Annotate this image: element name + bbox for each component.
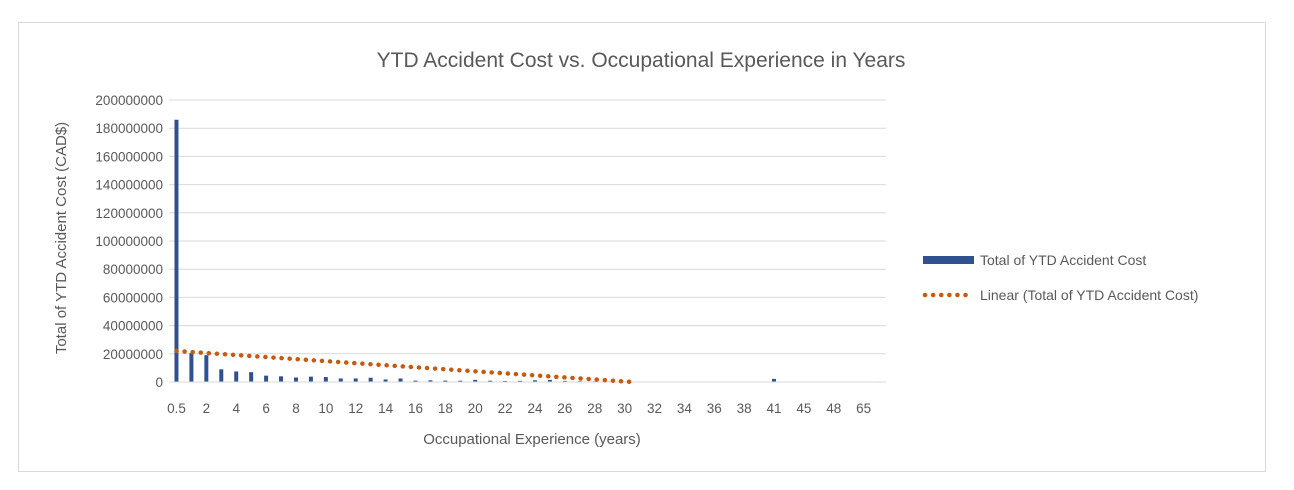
y-tick-label: 60000000: [103, 290, 163, 305]
bar: [279, 376, 284, 382]
x-tick-label: 36: [707, 401, 722, 416]
bar: [249, 372, 254, 382]
y-tick-label: 140000000: [95, 178, 163, 193]
legend-bar-label: Total of YTD Accident Cost: [980, 252, 1146, 268]
x-tick-label: 12: [348, 401, 363, 416]
x-tick-label: 41: [766, 401, 781, 416]
y-tick-label: 20000000: [103, 347, 163, 362]
legend: Total of YTD Accident Cost Linear (Total…: [922, 252, 1198, 303]
x-tick-label: 10: [318, 401, 333, 416]
y-axis-title: Total of YTD Accident Cost (CAD$): [53, 122, 70, 354]
bar: [413, 380, 418, 382]
x-tick-label: 8: [292, 401, 300, 416]
x-tick-label: 65: [856, 401, 871, 416]
y-tick-label: 200000000: [95, 93, 163, 108]
x-tick-label: 38: [737, 401, 752, 416]
bar: [189, 353, 194, 382]
x-tick-label: 26: [557, 401, 572, 416]
bar: [353, 378, 358, 382]
y-tick-label: 0: [155, 375, 163, 390]
bar: [473, 379, 478, 382]
bar: [174, 119, 179, 383]
x-tick-label: 0.5: [167, 401, 186, 416]
x-tick-label: 28: [587, 401, 602, 416]
bar: [264, 375, 269, 382]
y-tick-label: 100000000: [95, 234, 163, 249]
x-tick-label: 6: [262, 401, 270, 416]
x-tick-label: 45: [796, 401, 811, 416]
x-tick-label: 48: [826, 401, 841, 416]
bar: [488, 380, 493, 382]
x-tick-label: 14: [378, 401, 394, 416]
bar: [443, 380, 448, 382]
chart-svg: YTD Accident Cost vs. Occupational Exper…: [53, 49, 1198, 448]
x-tick-label: 4: [232, 401, 240, 416]
gridlines: [169, 99, 886, 355]
legend-bar-swatch: [923, 256, 974, 264]
trendline-layer: [174, 348, 635, 385]
bar: [383, 379, 388, 382]
bar: [234, 371, 239, 382]
bar: [547, 379, 552, 382]
bar: [338, 378, 343, 382]
x-tick-label: 34: [677, 401, 693, 416]
y-axis-ticks: 0 20000000 40000000 60000000 80000000 1000000…: [95, 93, 163, 390]
x-tick-label: 2: [203, 401, 211, 416]
bar: [771, 378, 776, 382]
x-tick-label: 30: [617, 401, 632, 416]
bar: [293, 377, 298, 382]
x-tick-label: 32: [647, 401, 662, 416]
x-tick-label: 18: [438, 401, 453, 416]
x-tick-label: 24: [527, 401, 543, 416]
trendline: [174, 348, 635, 385]
bar: [323, 377, 328, 382]
bar: [458, 380, 463, 382]
x-tick-label: 22: [498, 401, 513, 416]
bar: [368, 377, 373, 382]
y-tick-label: 80000000: [103, 262, 163, 277]
bar: [219, 369, 224, 382]
bar: [308, 376, 313, 382]
bar: [204, 355, 209, 382]
x-tick-label: 16: [408, 401, 423, 416]
y-tick-label: 160000000: [95, 149, 163, 164]
x-tick-label: 20: [468, 401, 483, 416]
bar: [532, 380, 537, 382]
y-tick-label: 120000000: [95, 206, 163, 221]
legend-trendline-label: Linear (Total of YTD Accident Cost): [980, 287, 1198, 303]
y-tick-label: 40000000: [103, 319, 163, 334]
bar: [518, 380, 523, 382]
chart-title: YTD Accident Cost vs. Occupational Exper…: [377, 49, 906, 72]
y-tick-label: 180000000: [95, 121, 163, 136]
bar: [398, 378, 403, 382]
x-axis-title: Occupational Experience (years): [423, 431, 641, 448]
x-axis-ticks: 0.5 2 4 6 8 10 12 14 16 18 20 22 24 26 28 30 32 34 36 38 41 4…: [167, 401, 871, 416]
bar: [428, 380, 433, 382]
chart-frame: YTD Accident Cost vs. Occupational Exper…: [18, 22, 1266, 472]
bars: [174, 119, 881, 383]
bar: [562, 380, 567, 382]
